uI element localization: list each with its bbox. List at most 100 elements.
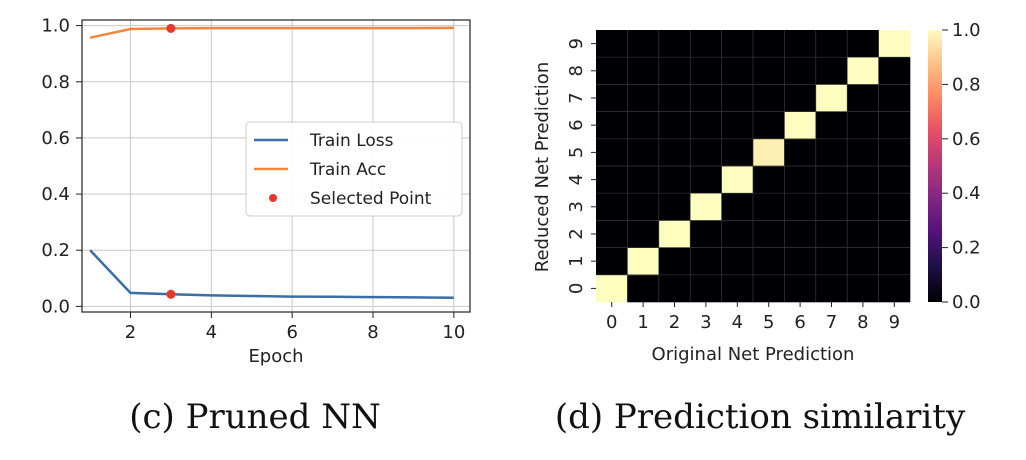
heatmap-cell: [815, 30, 848, 58]
heatmap-cell: [596, 57, 628, 85]
heatmap-y-tick-label: 3: [566, 201, 587, 212]
heatmap-cell: [847, 138, 879, 167]
series-line-train-loss: [89, 249, 454, 299]
heatmap-x-tick-label: 9: [889, 312, 900, 333]
heatmap-cell: [753, 57, 785, 85]
legend-label-selected-point: Selected Point: [310, 189, 432, 209]
heatmap-cell: [721, 138, 754, 167]
colorbar-ticks: 0.0 0.2 0.4 0.6 0.8 1.0: [942, 20, 981, 313]
heatmap-y-axis-label: Reduced Net Prediction: [532, 62, 553, 272]
legend-label-train-acc: Train Acc: [309, 160, 386, 180]
heatmap-cell: [815, 193, 848, 221]
heatmap-cell: [721, 220, 754, 248]
y-tick-label: 0.4: [41, 184, 70, 205]
heatmap-cell: [784, 166, 817, 194]
heatmap-cell: [627, 138, 660, 167]
heatmap-y-tick-label: 4: [566, 174, 587, 185]
legend-box: [245, 121, 463, 217]
heatmap-y-tick-label: 9: [566, 38, 587, 49]
heatmap-cell: [596, 193, 628, 221]
y-ticks: 0.0 0.2 0.4 0.6 0.8 1.0: [41, 16, 82, 317]
heatmap-cell: [658, 84, 691, 112]
legend-swatch-selected-point: [269, 194, 277, 202]
caption-c: (c) Pruned NN: [129, 397, 381, 437]
heatmap-cell: [690, 111, 722, 140]
colorbar-tick-label: 0.4: [952, 183, 981, 204]
heatmap-cell: [784, 138, 817, 167]
heatmap-cell: [658, 193, 691, 221]
heatmap-cell: [658, 247, 691, 276]
heatmap-cell: [753, 166, 785, 194]
heatmap-cell: [847, 166, 879, 194]
heatmap-cell: [721, 111, 754, 140]
heatmap-cell: [815, 111, 848, 140]
heatmap-cell: [784, 274, 817, 303]
heatmap-cell: [721, 30, 754, 58]
heatmap-cell: [878, 166, 911, 194]
heatmap-y-tick-label: 5: [566, 147, 587, 158]
series-lines: [89, 26, 454, 299]
heatmap-x-tick-label: 6: [794, 312, 805, 333]
heatmap-y-tick-label: 0: [566, 283, 587, 294]
heatmap-x-tick-label: 1: [637, 312, 648, 333]
heatmap-cell: [753, 220, 785, 248]
x-tick-label: 2: [125, 322, 136, 343]
heatmap-cell: [690, 247, 722, 276]
colorbar-tick-label: 0.0: [952, 292, 981, 313]
colorbar-tick-label: 0.6: [952, 129, 981, 150]
x-ticks: 2 4 6 8 10: [125, 312, 465, 343]
heatmap-cell: [753, 138, 785, 167]
x-tick-label: 8: [367, 322, 378, 343]
heatmap-cell: [815, 247, 848, 276]
caption-d: (d) Prediction similarity: [555, 397, 966, 437]
x-tick-label: 6: [286, 322, 297, 343]
heatmap-cell: [878, 30, 911, 58]
heatmap-x-tick-label: 3: [700, 312, 711, 333]
heatmap-cell: [847, 111, 879, 140]
line-chart: 2 4 6 8 10 0.0 0.2 0.4 0.6 0.8 1.0 Epoch Train Lo…: [41, 16, 471, 437]
heatmap-cell: [721, 166, 754, 194]
heatmap-cell: [596, 30, 628, 58]
heatmap-cell: [596, 247, 628, 276]
heatmap-cell: [627, 111, 660, 140]
series-line-train-acc: [89, 26, 454, 39]
heatmap-cell: [596, 274, 628, 303]
heatmap-cell: [784, 30, 817, 58]
heatmap-cell: [753, 30, 785, 58]
heatmap-y-ticks: 0 1 2 3 4 5 6 7 8 9: [566, 38, 596, 294]
heatmap-x-tick-label: 2: [669, 312, 680, 333]
heatmap-cell: [815, 138, 848, 167]
heatmap-cell: [627, 30, 660, 58]
heatmap-cell: [784, 247, 817, 276]
heatmap-cell: [596, 166, 628, 194]
heatmap-cell: [627, 274, 660, 303]
colorbar-tick-label: 0.2: [952, 238, 981, 259]
heatmap-cell: [878, 274, 911, 303]
heatmap-cell: [878, 220, 911, 248]
heatmap-cell: [753, 247, 785, 276]
heatmap-cell: [847, 193, 879, 221]
heatmap-cell: [627, 166, 660, 194]
heatmap-cell: [878, 57, 911, 85]
heatmap-cell: [690, 138, 722, 167]
heatmap-cell: [690, 84, 722, 112]
heatmap-y-tick-label: 1: [566, 255, 587, 266]
heatmap-x-tick-label: 8: [857, 312, 868, 333]
heatmap-cell: [784, 111, 817, 140]
heatmap-cell: [815, 84, 848, 112]
y-tick-label: 0.6: [41, 128, 70, 149]
colorbar-tick-label: 0.8: [952, 74, 981, 95]
heatmap-cell: [658, 30, 691, 58]
heatmap-cell: [690, 274, 722, 303]
heatmap-cell: [690, 220, 722, 248]
heatmap-cell: [878, 84, 911, 112]
heatmap-cell: [847, 84, 879, 112]
heatmap-cell: [784, 220, 817, 248]
heatmap-cell: [878, 111, 911, 140]
heatmap-cell: [815, 274, 848, 303]
colorbar: [928, 30, 942, 302]
selected-point: [166, 23, 176, 33]
heatmap-cell: [596, 220, 628, 248]
heatmap-cell: [847, 57, 879, 85]
